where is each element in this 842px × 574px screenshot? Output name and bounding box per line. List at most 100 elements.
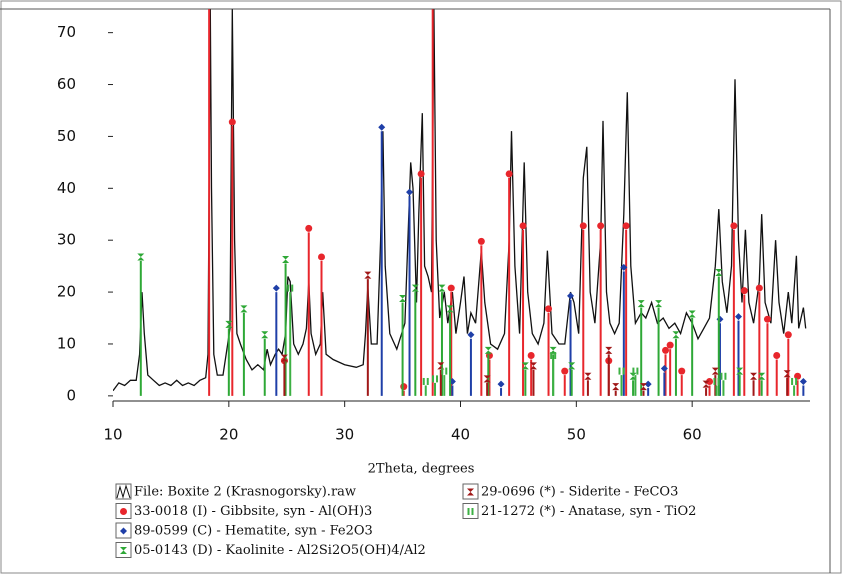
marker-shape <box>467 488 474 496</box>
marker-shape <box>758 372 766 380</box>
marker-circle <box>773 352 781 360</box>
marker-shape <box>438 284 446 292</box>
marker-shape <box>717 377 720 385</box>
marker-bowtie <box>711 367 719 375</box>
marker-circle <box>477 237 485 245</box>
marker-shape <box>446 305 454 313</box>
marker-circle <box>597 222 605 230</box>
marker-shape <box>550 352 553 360</box>
marker-circle <box>666 341 674 349</box>
marker-shape <box>287 284 290 292</box>
marker-bars <box>432 375 439 383</box>
marker-shape <box>417 170 425 178</box>
legend-label: 33-0018 (I) - Gibbsite, syn - Al(OH)3 <box>134 504 372 519</box>
marker-circle <box>417 170 425 178</box>
marker-shape <box>436 375 439 383</box>
marker-shape <box>637 300 645 308</box>
marker-circle <box>678 367 686 375</box>
marker-shape <box>750 372 758 380</box>
marker-shape <box>291 284 294 292</box>
marker-shape <box>795 377 798 385</box>
marker-shape <box>724 372 727 380</box>
marker-bars <box>713 377 720 385</box>
marker-circle <box>527 352 535 360</box>
marker-circle <box>228 118 236 126</box>
marker-circle <box>622 222 630 230</box>
marker-diamond <box>272 284 280 292</box>
legend-icon-line <box>116 484 131 499</box>
marker-shape <box>640 383 648 391</box>
legend-label: 29-0696 (*) - Siderite - FeCO3 <box>481 485 678 500</box>
marker-shape <box>527 352 535 360</box>
marker-circle <box>755 284 763 292</box>
marker-shape <box>261 331 269 339</box>
marker-shape <box>445 367 448 375</box>
marker-circle <box>545 305 553 313</box>
marker-shape <box>655 300 663 308</box>
legend-item: 33-0018 (I) - Gibbsite, syn - Al(OH)3 <box>115 503 372 519</box>
marker-circle <box>662 346 670 354</box>
marker-shape <box>706 377 714 385</box>
marker-shape <box>605 346 613 354</box>
marker-shape <box>688 310 696 318</box>
marker-shape <box>447 284 455 292</box>
marker-diamond <box>497 380 505 388</box>
marker-shape <box>505 170 513 178</box>
marker-shape <box>735 313 742 321</box>
marker-bowtie <box>640 383 648 391</box>
marker-shape <box>529 362 537 370</box>
marker-hourglass <box>715 269 723 277</box>
marker-shape <box>120 527 127 535</box>
x-axis-label: 2Theta, degrees <box>368 462 475 477</box>
marker-bowtie <box>529 362 537 370</box>
marker-diamond <box>799 377 807 385</box>
marker-shape <box>632 367 635 375</box>
marker-circle <box>447 284 455 292</box>
y-tick-label: 40 <box>57 179 76 197</box>
legend-item: 89-0599 (C) - Hematite, syn - Fe2O3 <box>115 522 373 539</box>
marker-shape <box>597 222 605 230</box>
marker-bowtie <box>467 488 474 496</box>
marker-shape <box>272 284 280 292</box>
marker-diamond <box>644 380 652 388</box>
marker-shape <box>755 284 763 292</box>
marker-shape <box>497 380 505 388</box>
marker-bars <box>467 508 474 515</box>
marker-shape <box>305 224 313 232</box>
marker-circle <box>429 2 436 9</box>
marker-shape <box>660 365 668 373</box>
marker-shape <box>579 222 587 230</box>
marker-shape <box>318 253 325 261</box>
marker-shape <box>206 2 213 9</box>
marker-shape <box>716 315 724 323</box>
marker-shape <box>713 377 716 385</box>
marker-bowtie <box>364 271 372 279</box>
marker-shape <box>477 237 485 245</box>
marker-bars <box>441 367 448 375</box>
marker-diamond <box>378 123 386 131</box>
marker-shape <box>378 123 386 131</box>
marker-shape <box>678 367 686 375</box>
marker-diamond <box>660 365 668 373</box>
x-tick-label: 60 <box>683 426 702 444</box>
marker-shape <box>715 269 723 277</box>
marker-bars <box>632 367 639 375</box>
marker-hourglass <box>225 320 233 328</box>
marker-circle <box>120 508 127 515</box>
marker-bars <box>618 367 625 375</box>
y-tick-label: 50 <box>57 127 76 145</box>
marker-shape <box>426 377 429 385</box>
marker-shape <box>519 222 527 230</box>
marker-shape <box>666 341 674 349</box>
marker-shape <box>736 367 744 375</box>
marker-shape <box>783 370 791 378</box>
marker-diamond <box>120 527 127 535</box>
marker-circle <box>730 222 738 230</box>
marker-hourglass <box>568 362 576 370</box>
marker-circle <box>505 170 513 178</box>
marker-shape <box>773 352 781 360</box>
marker-hourglass <box>521 362 529 370</box>
marker-diamond <box>467 331 475 339</box>
marker-bars <box>550 352 557 360</box>
